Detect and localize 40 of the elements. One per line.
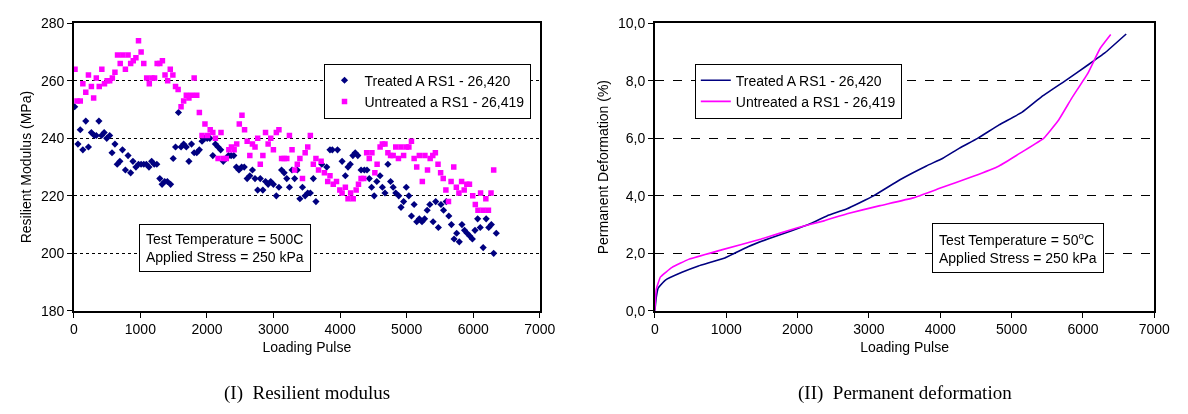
x-tick-label: 1000: [710, 321, 742, 338]
text: (I) Resilient modulus: [224, 382, 391, 404]
y-axis-title: Resilient Modulus (MPa): [18, 90, 34, 244]
legend-label: Untreated a RS1 - 26,419: [735, 93, 896, 110]
x-axis-title: Loading Pulse: [262, 339, 352, 356]
x-tick-label: 7000: [1138, 321, 1171, 338]
x-tick-label: 5000: [996, 321, 1028, 338]
x-axis-title: Loading Pulse: [860, 339, 950, 356]
x-tick-label: 2000: [191, 321, 223, 338]
y-tick-label: 0,0: [625, 302, 646, 319]
x-tick-label: 0: [69, 321, 78, 338]
y-tick-label: 10,0: [618, 15, 646, 32]
y-tick-label: 4,0: [625, 187, 646, 204]
x-tick-label: 4000: [324, 321, 356, 338]
x-tick-label: 1000: [124, 321, 157, 338]
x-tick-label: 0: [650, 321, 659, 338]
y-axis-title: Permanent Deformation (%): [595, 79, 612, 255]
x-tick-label: 3000: [257, 321, 290, 338]
x-tick-label: 2000: [781, 321, 814, 338]
x-tick-label: 4000: [924, 321, 957, 338]
annotation: Test Temperature = 500C Applied Stress = 250 kPa: [146, 231, 304, 266]
y-tick-label: 220: [40, 187, 65, 204]
x-tick-label: 5000: [391, 321, 423, 338]
legend-label: Untreated a RS1 - 26,419: [364, 93, 525, 110]
y-tick-label: 240: [40, 130, 65, 147]
y-tick-label: 280: [40, 15, 65, 32]
y-tick-label: 6,0: [625, 130, 646, 147]
text: (II) Permanent deformation: [798, 382, 1013, 404]
x-tick-label: 6000: [457, 321, 490, 338]
annotation: Test Temperature = 50$^{o}$C Applied Stress = 250 kPa: [939, 230, 1097, 267]
y-tick-label: 260: [40, 72, 65, 89]
x-tick-label: 6000: [1067, 321, 1099, 338]
legend-label: Treated A RS1 - 26,420: [364, 72, 511, 89]
y-tick-label: 200: [40, 245, 65, 262]
y-tick-label: 8,0: [625, 72, 646, 89]
y-tick-label: 180: [40, 302, 65, 319]
x-tick-label: 3000: [853, 321, 885, 338]
x-tick-label: 7000: [524, 321, 556, 338]
legend-label: Treated A RS1 - 26,420: [735, 72, 882, 89]
y-tick-label: 2,0: [625, 245, 646, 262]
